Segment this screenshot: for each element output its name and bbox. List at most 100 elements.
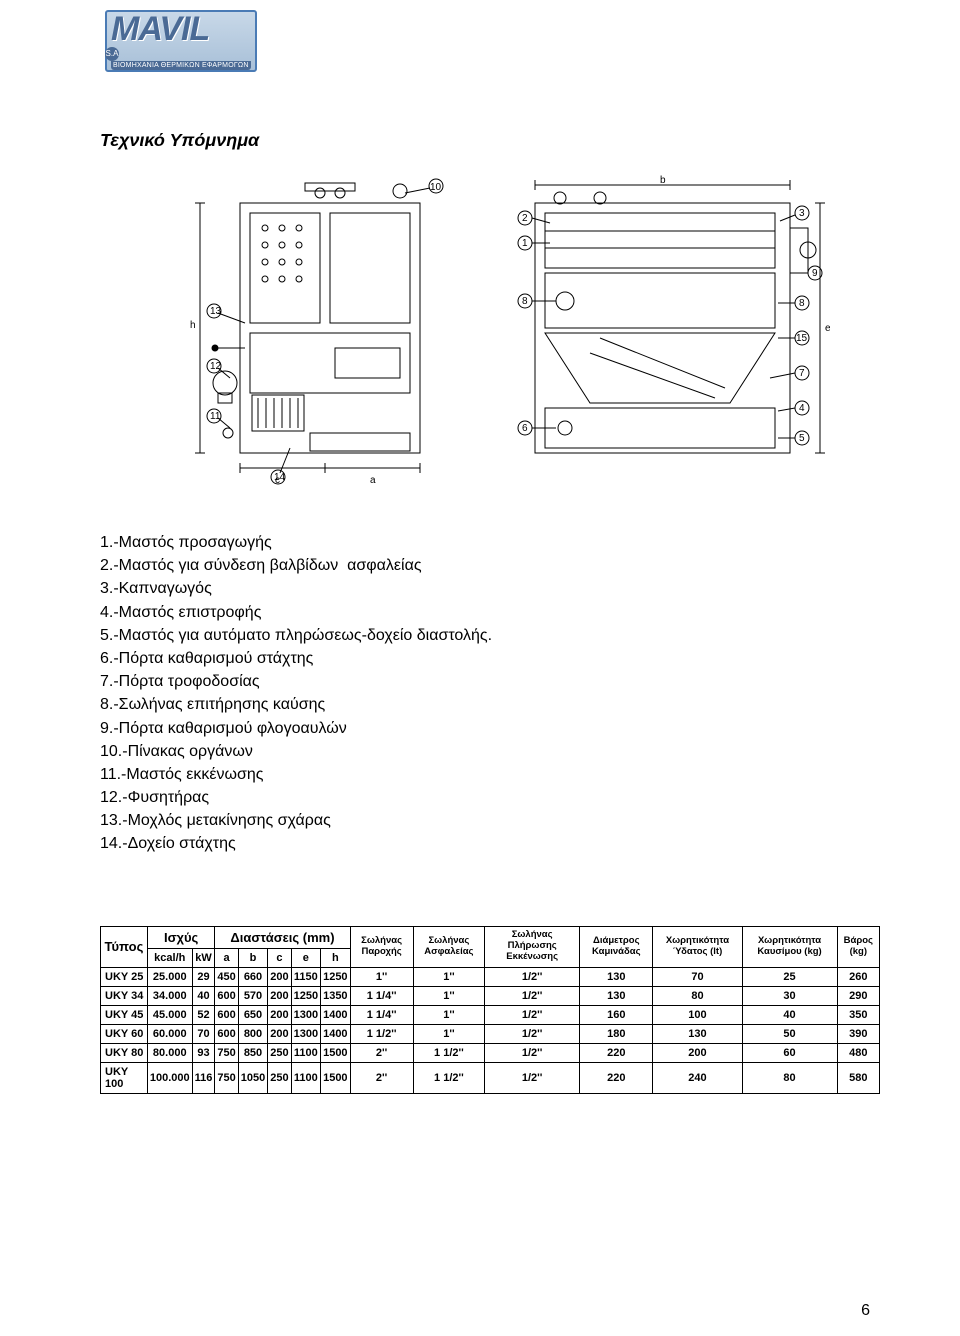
table-cell: 1 1/2'' — [350, 1024, 413, 1043]
table-row: UKY 100100.0001167501050250110015002''1 … — [101, 1062, 880, 1093]
th-dims: Διαστάσεις (mm) — [215, 926, 350, 948]
table-cell: 2'' — [350, 1062, 413, 1093]
table-cell: 70 — [653, 967, 742, 986]
table-cell: UKY 25 — [101, 967, 148, 986]
logo-subtitle: ΒΙΟΜΗΧΑΝΙΑ ΘΕΡΜΙΚΩΝ ΕΦΑΡΜΟΓΩΝ — [111, 61, 251, 70]
table-cell: 80.000 — [147, 1043, 192, 1062]
svg-text:10: 10 — [430, 182, 442, 193]
table-cell: 1 1/2'' — [413, 1043, 485, 1062]
table-cell: 1/2'' — [485, 1062, 580, 1093]
table-cell: 30 — [742, 986, 837, 1005]
th-e: e — [291, 948, 320, 967]
th-type: Τύπος — [101, 926, 148, 967]
table-cell: 1300 — [291, 1024, 320, 1043]
table-cell: UKY 34 — [101, 986, 148, 1005]
table-cell: 34.000 — [147, 986, 192, 1005]
svg-text:1: 1 — [522, 238, 528, 249]
svg-text:6: 6 — [522, 423, 528, 434]
table-cell: 40 — [742, 1005, 837, 1024]
table-cell: 25.000 — [147, 967, 192, 986]
svg-text:3: 3 — [799, 208, 805, 219]
table-cell: 1400 — [321, 1005, 350, 1024]
table-cell: 1 1/4'' — [350, 1005, 413, 1024]
logo-sa: S.A — [105, 47, 119, 61]
table-cell: 1300 — [291, 1005, 320, 1024]
legend-item: 13.-Μοχλός μετακίνησης σχάρας — [100, 809, 880, 832]
table-cell: 850 — [238, 1043, 267, 1062]
table-cell: 93 — [192, 1043, 215, 1062]
table-cell: 1/2'' — [485, 1024, 580, 1043]
table-cell: 1 1/2'' — [413, 1062, 485, 1093]
table-cell: 800 — [238, 1024, 267, 1043]
legend-item: 9.-Πόρτα καθαρισμού φλογοαυλών — [100, 717, 880, 740]
table-row: UKY 2525.00029450660200115012501''1''1/2… — [101, 967, 880, 986]
table-cell: 52 — [192, 1005, 215, 1024]
legend-item: 7.-Πόρτα τροφοδοσίας — [100, 670, 880, 693]
table-cell: 200 — [268, 1005, 291, 1024]
technical-diagram: h 13 12 11 14 10 c a — [100, 173, 880, 503]
table-cell: 40 — [192, 986, 215, 1005]
table-cell: 130 — [580, 967, 653, 986]
table-cell: 390 — [837, 1024, 879, 1043]
table-cell: 200 — [268, 967, 291, 986]
th-chimney: Διάμετρος Καμινάδας — [580, 926, 653, 967]
table-cell: 1250 — [291, 986, 320, 1005]
table-cell: 1350 — [321, 986, 350, 1005]
table-cell: 80 — [742, 1062, 837, 1093]
page-number: 6 — [861, 1302, 870, 1320]
svg-text:2: 2 — [522, 213, 528, 224]
spec-table-element: Τύπος Ισχύς Διαστάσεις (mm) Σωλήνας Παρο… — [100, 926, 880, 1094]
table-cell: 580 — [837, 1062, 879, 1093]
svg-text:9: 9 — [812, 268, 818, 279]
legend-list: 1.-Μαστός προσαγωγής 2.-Μαστός για σύνδε… — [100, 531, 880, 856]
svg-text:a: a — [370, 475, 376, 486]
table-cell: 1'' — [413, 1005, 485, 1024]
legend-item: 10.-Πίνακας οργάνων — [100, 740, 880, 763]
table-cell: 116 — [192, 1062, 215, 1093]
legend-item: 6.-Πόρτα καθαρισμού στάχτης — [100, 647, 880, 670]
th-b: b — [238, 948, 267, 967]
legend-item: 5.-Μαστός για αυτόματο πληρώσεως-δοχείο … — [100, 624, 880, 647]
th-fuel: Χωρητικότητα Καυσίμου (kg) — [742, 926, 837, 967]
table-row: UKY 3434.00040600570200125013501 1/4''1'… — [101, 986, 880, 1005]
table-cell: 100.000 — [147, 1062, 192, 1093]
spec-table: Τύπος Ισχύς Διαστάσεις (mm) Σωλήνας Παρο… — [100, 926, 880, 1094]
table-cell: 1'' — [413, 967, 485, 986]
table-cell: 130 — [653, 1024, 742, 1043]
svg-text:8: 8 — [799, 298, 805, 309]
table-cell: UKY 80 — [101, 1043, 148, 1062]
diagram-side-view: b 2 1 8 6 3 9 8 15 7 4 5 e — [490, 173, 830, 493]
th-safety: Σωλήνας Ασφαλείας — [413, 926, 485, 967]
table-row: UKY 8080.00093750850250110015002''1 1/2'… — [101, 1043, 880, 1062]
table-cell: 600 — [215, 1024, 238, 1043]
table-cell: 250 — [268, 1043, 291, 1062]
page-title: Τεχνικό Υπόμνημα — [100, 130, 880, 151]
table-cell: 130 — [580, 986, 653, 1005]
svg-text:b: b — [660, 175, 666, 186]
svg-text:12: 12 — [210, 361, 222, 372]
legend-item: 14.-Δοχείο στάχτης — [100, 832, 880, 855]
table-cell: 1'' — [413, 1024, 485, 1043]
table-cell: 290 — [837, 986, 879, 1005]
table-cell: 1500 — [321, 1043, 350, 1062]
table-cell: 220 — [580, 1062, 653, 1093]
table-row: UKY 4545.00052600650200130014001 1/4''1'… — [101, 1005, 880, 1024]
table-cell: 250 — [268, 1062, 291, 1093]
table-cell: 1250 — [321, 967, 350, 986]
th-c: c — [268, 948, 291, 967]
table-cell: 160 — [580, 1005, 653, 1024]
table-cell: 60 — [742, 1043, 837, 1062]
table-cell: 570 — [238, 986, 267, 1005]
diagram-front-view: h 13 12 11 14 10 c a — [170, 173, 460, 493]
legend-item: 11.-Μαστός εκκένωσης — [100, 763, 880, 786]
table-cell: 25 — [742, 967, 837, 986]
svg-text:4: 4 — [799, 403, 805, 414]
table-cell: 60.000 — [147, 1024, 192, 1043]
svg-text:c: c — [275, 475, 280, 486]
table-cell: 600 — [215, 986, 238, 1005]
table-cell: 660 — [238, 967, 267, 986]
brand-logo: MAVILS.A ΒΙΟΜΗΧΑΝΙΑ ΘΕΡΜΙΚΩΝ ΕΦΑΡΜΟΓΩΝ — [105, 10, 257, 72]
table-cell: 1/2'' — [485, 1043, 580, 1062]
table-cell: 50 — [742, 1024, 837, 1043]
table-cell: UKY 100 — [101, 1062, 148, 1093]
